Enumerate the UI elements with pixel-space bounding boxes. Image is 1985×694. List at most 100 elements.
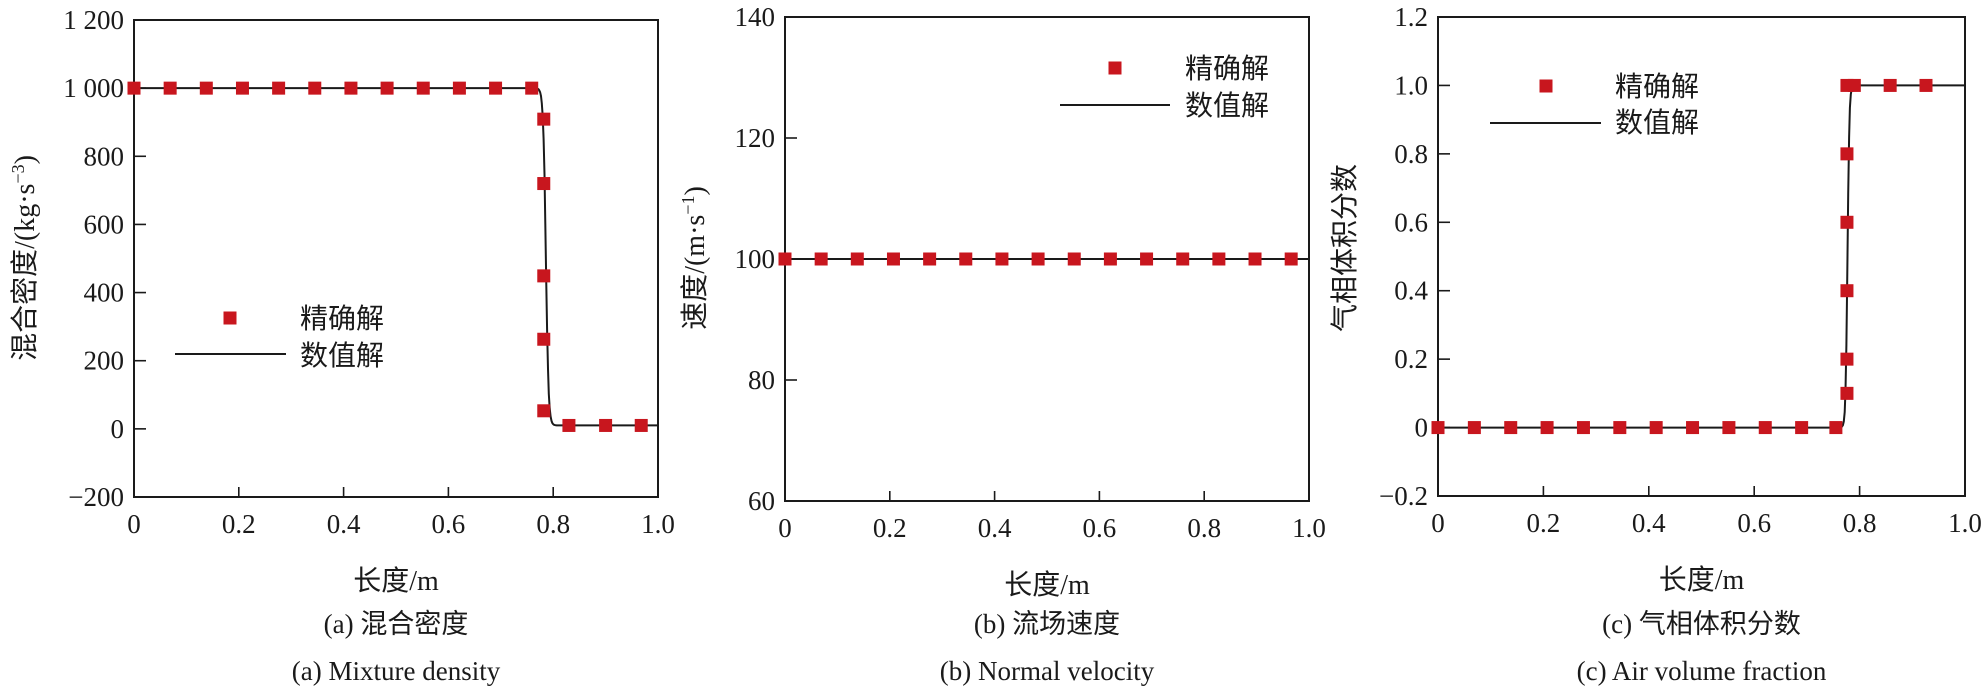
x-axis-title: 长度/m bbox=[353, 565, 439, 597]
x-tick-label: 1.0 bbox=[641, 509, 675, 539]
x-tick-label: 0.4 bbox=[978, 513, 1012, 543]
y-tick-label: −0.2 bbox=[1379, 481, 1428, 511]
caption-chinese: (a) 混合密度 bbox=[324, 609, 469, 639]
x-tick-label: 0.2 bbox=[873, 513, 907, 543]
x-tick-label: 0.2 bbox=[1527, 508, 1561, 538]
y-tick-label: 0.8 bbox=[1394, 139, 1428, 169]
y-axis-title-superscript: −1 bbox=[678, 196, 698, 215]
exact-solution-marker bbox=[1613, 421, 1627, 435]
exact-solution-marker bbox=[778, 252, 792, 266]
x-tick-label: 0.6 bbox=[1083, 513, 1117, 543]
legend-marker-exact bbox=[223, 311, 237, 325]
exact-solution-marker bbox=[1840, 147, 1854, 161]
x-tick-label: 0 bbox=[127, 509, 141, 539]
exact-solution-marker bbox=[1840, 284, 1854, 298]
caption-english: (c) Air volume fraction bbox=[1577, 656, 1827, 686]
exact-solution-marker bbox=[1176, 252, 1190, 266]
exact-solution-marker bbox=[1284, 252, 1298, 266]
y-tick-label: 1 000 bbox=[63, 73, 124, 103]
legend-label-exact: 精确解 bbox=[1615, 71, 1699, 103]
legend-label-numerical: 数值解 bbox=[1615, 107, 1699, 139]
x-tick-label: 0.2 bbox=[222, 509, 256, 539]
x-tick-label: 0.4 bbox=[1632, 508, 1666, 538]
y-tick-label: 100 bbox=[735, 244, 776, 274]
caption-english: (b) Normal velocity bbox=[940, 656, 1155, 686]
legend-marker-exact bbox=[1108, 61, 1122, 75]
y-tick-label: 1.0 bbox=[1394, 70, 1428, 100]
exact-solution-marker bbox=[1686, 421, 1700, 435]
exact-solution-marker bbox=[1847, 78, 1861, 92]
exact-solution-marker bbox=[1649, 421, 1663, 435]
y-axis-title-end: ) bbox=[10, 155, 41, 164]
exact-solution-marker bbox=[1829, 421, 1843, 435]
exact-solution-marker bbox=[452, 81, 466, 95]
exact-solution-marker bbox=[235, 81, 249, 95]
plot-frame bbox=[1437, 16, 1966, 497]
y-axis-title: 速度/(m·s−1) bbox=[678, 186, 711, 330]
exact-solution-marker bbox=[814, 252, 828, 266]
x-tick-label: 1.0 bbox=[1292, 513, 1326, 543]
exact-solution-marker bbox=[1067, 252, 1081, 266]
exact-solution-marker bbox=[1431, 421, 1445, 435]
numerical-solution-line bbox=[134, 87, 658, 427]
y-tick-label: 1 200 bbox=[63, 5, 124, 35]
exact-solution-marker bbox=[1795, 421, 1809, 435]
exact-solution-marker bbox=[525, 81, 539, 95]
exact-solution-marker bbox=[1248, 252, 1262, 266]
exact-solution-marker bbox=[1722, 421, 1736, 435]
exact-solution-marker bbox=[1504, 421, 1518, 435]
chart-panel-3: 0 0.2 0.4 0.6 0.8 1.01.21.00.80.60.40.20−0.2长… bbox=[1329, 2, 1982, 686]
exact-solution-marker bbox=[1758, 421, 1772, 435]
exact-solution-marker bbox=[489, 81, 503, 95]
exact-solution-marker bbox=[1576, 421, 1590, 435]
y-tick-label: 120 bbox=[735, 123, 776, 153]
y-tick-label: 60 bbox=[748, 486, 775, 516]
exact-solution-marker bbox=[416, 81, 430, 95]
exact-solution-marker bbox=[995, 252, 1009, 266]
caption-chinese: (b) 流场速度 bbox=[974, 609, 1120, 639]
x-tick-label: 0 bbox=[1431, 508, 1445, 538]
y-tick-label: 0.4 bbox=[1394, 276, 1428, 306]
exact-solution-marker bbox=[272, 81, 286, 95]
exact-solution-marker bbox=[537, 112, 551, 126]
x-tick-label: 0.8 bbox=[1843, 508, 1877, 538]
exact-solution-marker bbox=[199, 81, 213, 95]
y-tick-label: 0.6 bbox=[1394, 207, 1428, 237]
exact-solution-marker bbox=[1840, 386, 1854, 400]
exact-solution-marker bbox=[1212, 252, 1226, 266]
x-tick-label: 0.4 bbox=[327, 509, 361, 539]
y-tick-label: 0 bbox=[111, 414, 125, 444]
caption-chinese: (c) 气相体积分数 bbox=[1602, 609, 1801, 639]
legend-label-exact: 精确解 bbox=[300, 303, 384, 335]
y-tick-label: 200 bbox=[84, 346, 125, 376]
chart-panel-2: 0 0.2 0.4 0.6 0.8 1.0 140 120 100 80 60 长度/m 速度/(m·s… bbox=[678, 2, 1326, 686]
y-axis-title-main: 速度/(m·s bbox=[679, 215, 711, 330]
x-axis-title: 长度/m bbox=[1659, 564, 1745, 596]
y-tick-label: 400 bbox=[84, 278, 125, 308]
exact-solution-marker bbox=[537, 404, 551, 418]
exact-solution-marker bbox=[923, 252, 937, 266]
y-axis-title-superscript: −3 bbox=[8, 164, 28, 183]
exact-solution-marker bbox=[537, 177, 551, 191]
exact-solution-marker bbox=[1540, 421, 1554, 435]
exact-solution-marker bbox=[634, 418, 648, 432]
legend-marker-exact bbox=[1539, 79, 1553, 93]
exact-solution-marker bbox=[1103, 252, 1117, 266]
exact-solution-marker bbox=[163, 81, 177, 95]
exact-solution-marker bbox=[308, 81, 322, 95]
exact-solution-marker bbox=[1883, 78, 1897, 92]
y-tick-label: 80 bbox=[748, 365, 775, 395]
exact-solution-marker bbox=[886, 252, 900, 266]
caption-english: (a) Mixture density bbox=[292, 656, 501, 686]
legend-label-numerical: 数值解 bbox=[1185, 90, 1269, 122]
x-tick-label: 0.6 bbox=[432, 509, 466, 539]
y-axis-title-end: ) bbox=[680, 186, 711, 195]
exact-solution-marker bbox=[1840, 352, 1854, 366]
x-tick-label: 0.8 bbox=[1187, 513, 1221, 543]
numerical-solution-line bbox=[1438, 84, 1965, 429]
exact-solution-marker bbox=[1840, 215, 1854, 229]
y-tick-label: −200 bbox=[68, 482, 124, 512]
